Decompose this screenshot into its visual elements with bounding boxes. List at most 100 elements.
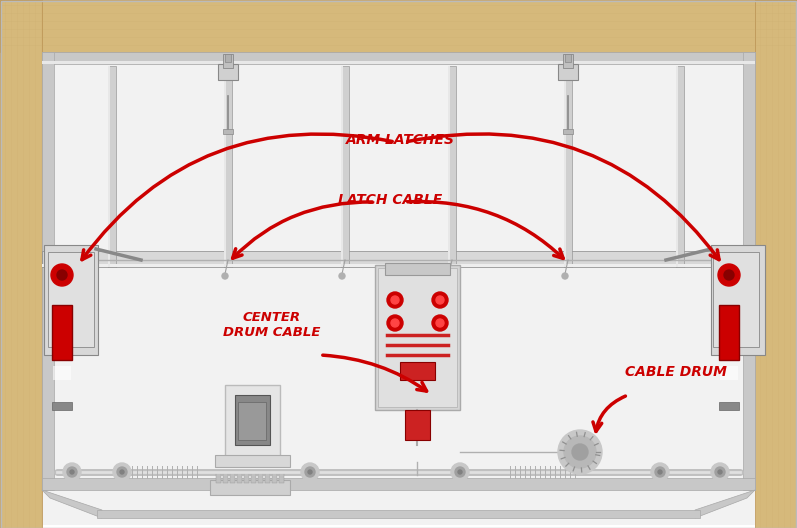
Bar — [743, 52, 755, 490]
Bar — [272, 473, 277, 483]
Bar — [52, 305, 72, 360]
Bar — [719, 402, 739, 410]
Bar — [279, 473, 284, 483]
Circle shape — [432, 315, 448, 331]
Circle shape — [113, 463, 131, 481]
Bar — [42, 61, 755, 64]
Circle shape — [724, 270, 734, 280]
Circle shape — [558, 430, 602, 474]
Circle shape — [301, 463, 319, 481]
Circle shape — [391, 296, 399, 304]
Circle shape — [455, 467, 465, 477]
Polygon shape — [42, 490, 102, 518]
Bar — [341, 66, 349, 267]
Circle shape — [57, 270, 67, 280]
Bar — [0, 0, 42, 528]
Bar — [42, 52, 755, 64]
Circle shape — [387, 292, 403, 308]
Bar — [755, 0, 797, 528]
Bar — [676, 66, 678, 267]
Bar — [218, 64, 238, 80]
Circle shape — [718, 264, 740, 286]
Bar — [375, 265, 460, 410]
Circle shape — [718, 470, 722, 474]
Bar — [405, 410, 430, 440]
Circle shape — [655, 467, 665, 477]
Bar — [53, 366, 71, 380]
Circle shape — [387, 315, 403, 331]
Bar — [223, 473, 228, 483]
Bar — [224, 66, 232, 267]
Bar — [225, 54, 231, 62]
Bar — [564, 66, 566, 267]
Bar — [244, 473, 249, 483]
Text: CABLE DRUM: CABLE DRUM — [625, 365, 727, 379]
Bar — [720, 366, 738, 380]
Bar — [215, 455, 290, 467]
Circle shape — [51, 264, 73, 286]
Bar — [225, 385, 280, 460]
Text: ARM LATCHES: ARM LATCHES — [346, 133, 454, 147]
Bar — [235, 395, 270, 445]
Bar — [378, 268, 457, 407]
Bar — [711, 245, 765, 355]
Circle shape — [711, 463, 729, 481]
Circle shape — [572, 444, 588, 460]
Circle shape — [120, 470, 124, 474]
Bar — [223, 54, 233, 68]
Circle shape — [451, 463, 469, 481]
Bar — [210, 480, 290, 495]
Circle shape — [436, 319, 444, 327]
Bar — [238, 402, 266, 440]
Bar — [216, 473, 221, 483]
Bar — [265, 473, 270, 483]
Bar — [676, 66, 684, 267]
Bar — [719, 305, 739, 360]
Circle shape — [305, 467, 315, 477]
Bar — [108, 66, 110, 267]
Circle shape — [63, 463, 81, 481]
Bar — [341, 66, 343, 267]
Text: CENTER
DRUM CABLE: CENTER DRUM CABLE — [223, 311, 320, 339]
Circle shape — [658, 470, 662, 474]
Circle shape — [446, 273, 452, 279]
Bar — [223, 129, 233, 134]
Polygon shape — [695, 490, 755, 518]
Circle shape — [715, 467, 725, 477]
Bar — [42, 52, 755, 525]
Bar — [97, 510, 700, 518]
Bar — [108, 66, 116, 267]
Text: LATCH CABLE: LATCH CABLE — [338, 193, 442, 207]
Bar — [563, 129, 573, 134]
Bar — [448, 66, 450, 267]
Bar — [42, 251, 755, 267]
Circle shape — [562, 273, 568, 279]
Circle shape — [339, 273, 345, 279]
Bar — [48, 252, 94, 347]
Bar — [44, 245, 98, 355]
Circle shape — [432, 292, 448, 308]
Bar — [258, 473, 263, 483]
Bar — [224, 66, 226, 267]
Bar — [230, 473, 235, 483]
Bar — [385, 263, 450, 275]
Bar — [251, 473, 256, 483]
Circle shape — [564, 436, 596, 468]
Circle shape — [67, 467, 77, 477]
Bar — [563, 54, 573, 68]
Bar — [713, 252, 759, 347]
Circle shape — [222, 273, 228, 279]
Bar — [0, 0, 797, 52]
Circle shape — [70, 470, 74, 474]
Bar — [400, 362, 435, 380]
Bar — [42, 478, 755, 490]
Bar — [448, 66, 456, 267]
Bar — [42, 264, 755, 267]
Bar — [558, 64, 578, 80]
Bar — [42, 52, 54, 490]
Bar — [565, 54, 571, 62]
Circle shape — [436, 296, 444, 304]
Bar — [237, 473, 242, 483]
Bar — [52, 402, 72, 410]
Circle shape — [391, 319, 399, 327]
